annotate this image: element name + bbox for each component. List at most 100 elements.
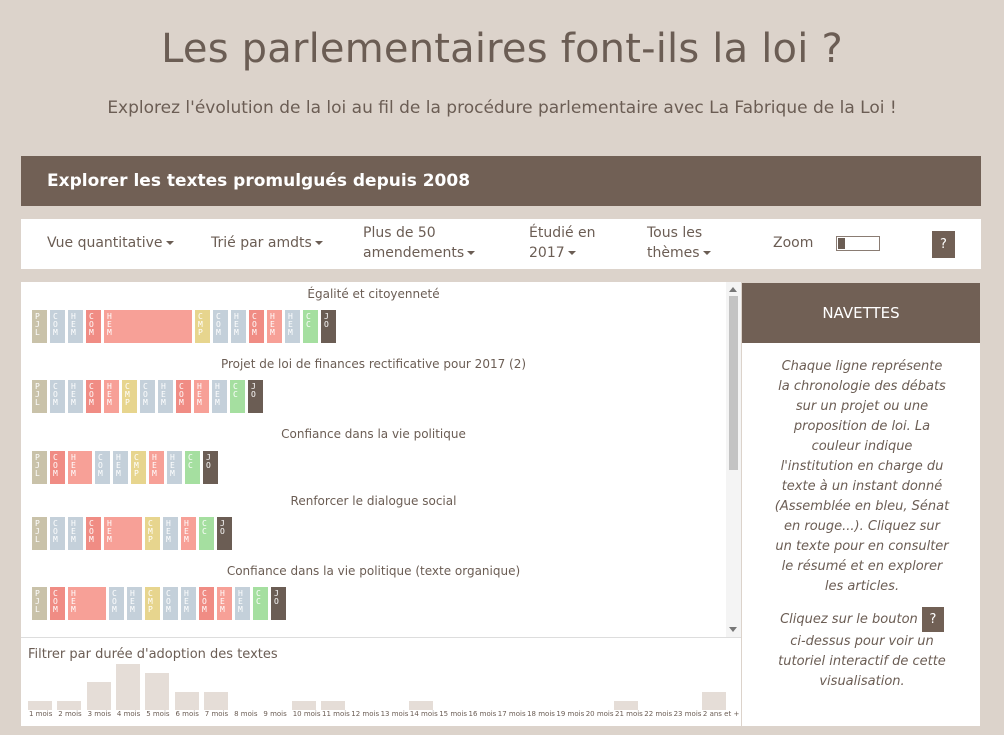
inline-help-button[interactable]: ? [921, 607, 944, 632]
duration-label[interactable]: 3 mois [87, 710, 111, 718]
duration-label[interactable]: 12 mois [351, 710, 380, 718]
duration-bar[interactable] [28, 701, 52, 710]
scrollbar[interactable] [726, 282, 741, 637]
duration-bar[interactable] [86, 682, 111, 710]
law-title[interactable]: Égalité et citoyenneté [307, 287, 440, 301]
duration-label[interactable]: 5 mois [146, 710, 170, 718]
duration-bar[interactable] [291, 701, 316, 710]
sort-dropdown[interactable]: Trié par amdts [211, 233, 323, 253]
law-title[interactable]: Confiance dans la vie politique [281, 427, 466, 441]
duration-label[interactable]: 6 mois [175, 710, 199, 718]
law-title[interactable]: Confiance dans la vie politique (texte o… [226, 564, 521, 578]
duration-label[interactable]: 11 mois [322, 710, 350, 718]
duration-bar[interactable] [57, 701, 82, 710]
themes-dropdown[interactable]: Tous les thèmes [647, 223, 711, 263]
duration-label[interactable]: 23 mois [673, 710, 702, 718]
duration-label[interactable]: 20 mois [585, 710, 614, 718]
duration-label[interactable]: 16 mois [468, 710, 497, 718]
duration-label[interactable]: 22 mois [644, 710, 673, 718]
duration-bar[interactable] [203, 692, 228, 710]
scrollbar-thumb[interactable] [729, 296, 738, 470]
duration-bar[interactable] [115, 664, 140, 710]
duration-label[interactable]: 1 mois [29, 710, 53, 718]
duration-label[interactable]: 7 mois [204, 710, 229, 718]
view-dropdown[interactable]: Vue quantitative [47, 233, 174, 253]
duration-label[interactable]: 15 mois [439, 710, 468, 718]
duration-label[interactable]: 14 mois [409, 710, 438, 718]
duration-label[interactable]: 17 mois [497, 710, 526, 718]
help-button[interactable]: ? [932, 231, 955, 258]
duration-label[interactable]: 8 mois [234, 710, 258, 718]
duration-label[interactable]: 13 mois [380, 710, 409, 718]
amendments-filter-dropdown[interactable]: Plus de 50 amendements [363, 223, 476, 263]
duration-bar[interactable] [145, 673, 170, 710]
duration-bar[interactable] [614, 701, 638, 710]
duration-bar[interactable] [321, 701, 345, 710]
duration-label[interactable]: 10 mois [292, 710, 321, 718]
duration-bar[interactable] [174, 692, 199, 710]
duration-label[interactable]: 19 mois [556, 710, 585, 718]
scroll-up-icon[interactable] [729, 287, 737, 292]
duration-label[interactable]: 4 mois [116, 710, 141, 718]
duration-bar[interactable] [701, 692, 726, 710]
duration-label[interactable]: 18 mois [527, 710, 555, 718]
zoom-toggle[interactable] [836, 236, 880, 251]
